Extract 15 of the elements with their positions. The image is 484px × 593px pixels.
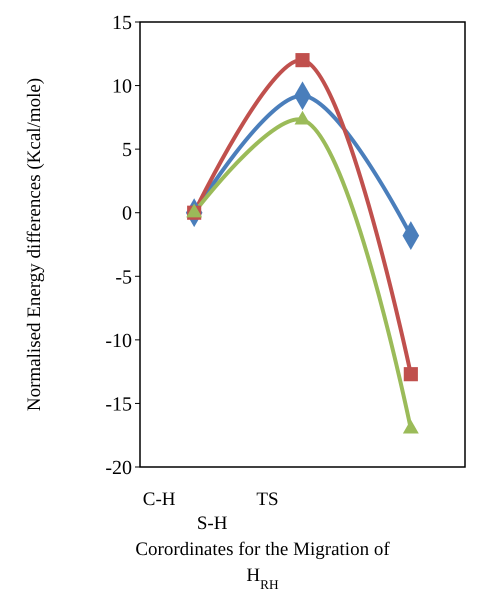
y-tick-label: -20 [105, 457, 132, 479]
y-tick-label: 0 [122, 202, 132, 225]
text: S-H [196, 513, 228, 534]
y-tick-label: 5 [122, 139, 132, 162]
y-tick-label: -15 [105, 393, 132, 416]
point [404, 367, 418, 382]
x-tick-label: TS [256, 489, 279, 510]
y-tick-label: 15 [112, 12, 132, 34]
y-axis-title: Normalised Energy differences (Kcal/mole) [24, 78, 45, 412]
y-tick-label: 10 [112, 76, 132, 98]
y-tick-label: -10 [105, 330, 132, 352]
y-tick-label: -5 [115, 266, 132, 288]
point [295, 53, 310, 68]
x-tick-label: C-H [142, 489, 176, 510]
x-axis-title: Corordinates for the Migration of H$_{RH}$ [135, 539, 390, 592]
